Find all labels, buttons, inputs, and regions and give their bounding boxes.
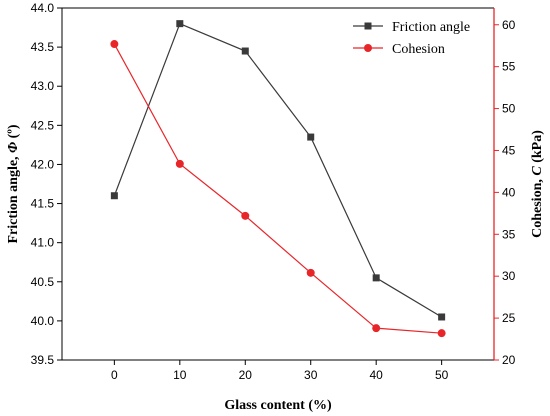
cohesion-point [306,268,315,277]
legend: Friction angle Cohesion [353,20,470,57]
right-y-tick-label: 45 [502,143,516,157]
left-y-tick-label: 41.0 [31,236,55,250]
series-layer [110,20,446,338]
axis-titles: Glass content (%) Friction angle, Φ (º) Co… [6,124,545,413]
left-y-tick-label: 42.0 [31,157,55,171]
friction-angle-point [176,20,184,28]
right-y-tick-label: 30 [502,269,516,283]
left-y-tick-label: 43.5 [31,40,55,54]
plot-frame [61,7,495,361]
cohesion-point [437,329,446,338]
x-tick-label: 0 [111,368,118,382]
friction-angle-point [438,313,446,321]
axis-ticks: 0 10 20 30 40 50 39.5 40.0 40.5 41.0 41.5 42.0 42.5 4… [31,1,516,382]
left-y-axis-title: Friction angle, Φ (º) [6,124,21,243]
left-y-tick-label: 39.5 [31,353,55,367]
cohesion-point [241,211,250,220]
left-y-tick-label: 43.0 [31,79,55,93]
right-y-axis-title: Cohesion, C (kPa) [530,130,545,238]
friction-angle-point [241,47,249,55]
x-tick-label: 40 [370,368,384,382]
x-tick-label: 20 [239,368,253,382]
legend-friction-angle-marker [364,22,372,30]
friction-angle-line [113,22,442,318]
legend-cohesion-marker [364,44,372,52]
left-y-tick-label: 40.5 [31,275,55,289]
cohesion-point [110,40,119,49]
friction-angle-point [110,192,118,200]
left-y-tick-label: 42.5 [31,118,55,132]
right-y-tick-label: 40 [502,185,516,199]
x-axis-title: Glass content (%) [224,398,332,413]
right-y-tick-label: 50 [502,102,516,116]
right-y-tick-label: 25 [502,311,516,325]
friction-angle-point [372,274,380,282]
cohesion-point [175,159,184,168]
left-y-tick-label: 44.0 [31,1,55,15]
right-y-tick-label: 20 [502,353,516,367]
left-y-tick-label: 40.0 [31,314,55,328]
friction-angle-point [307,133,315,141]
legend-cohesion-label: Cohesion [392,42,445,57]
right-y-tick-label: 35 [502,227,516,241]
left-y-tick-label: 41.5 [31,197,55,211]
x-tick-label: 30 [304,368,318,382]
legend-friction-angle-label: Friction angle [392,20,470,35]
cohesion-point [372,324,381,333]
right-y-tick-label: 60 [502,18,516,32]
right-y-tick-label: 55 [502,60,516,74]
x-tick-label: 50 [435,368,449,382]
x-tick-label: 10 [173,368,187,382]
cohesion-line [113,43,442,334]
